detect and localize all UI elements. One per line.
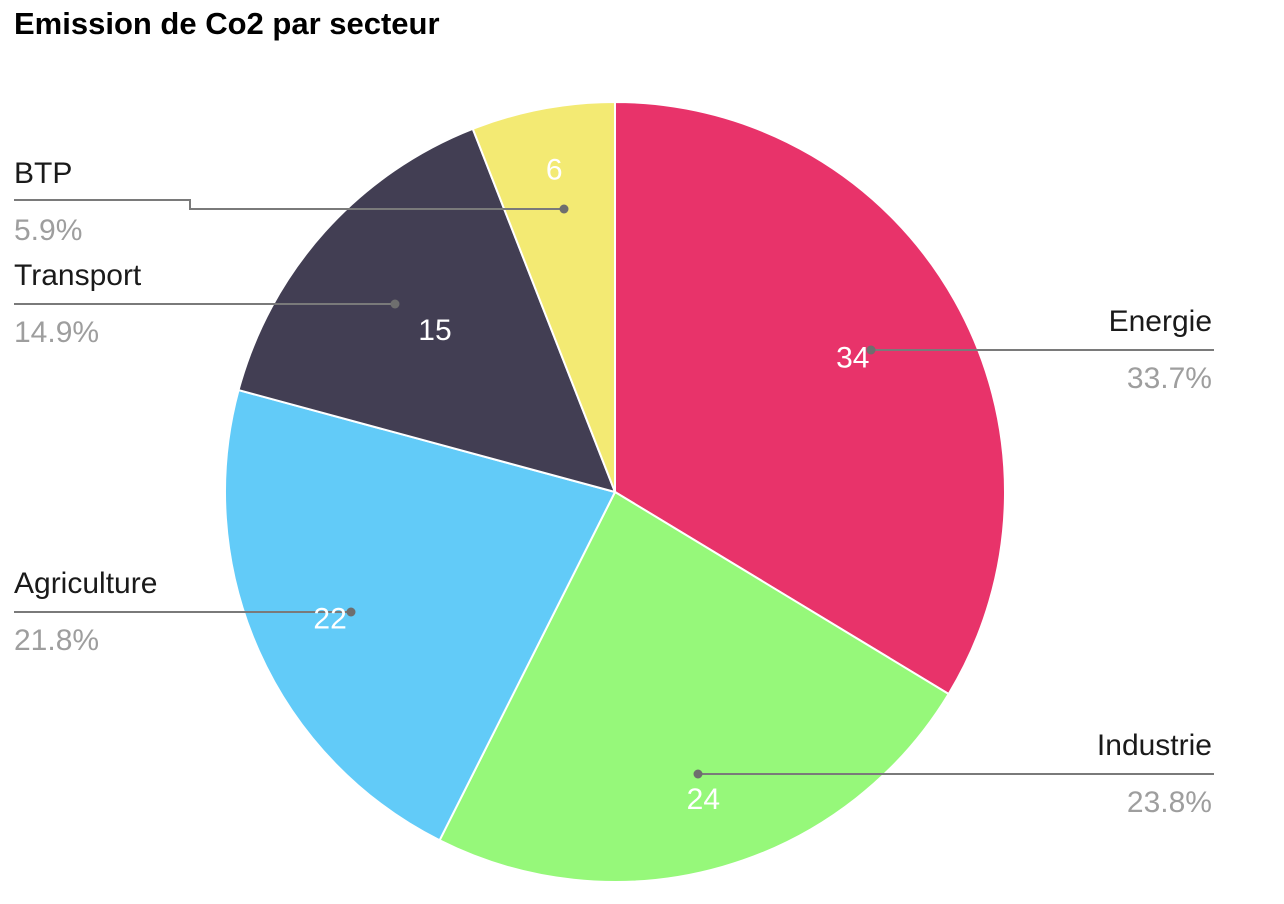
leader-lines [14,199,1214,779]
percent-label-agriculture: 21.8% [14,624,99,657]
slice-value-transport: 15 [418,314,451,347]
pie-labels: 34 Energie 33.7% 24 Industrie 23.8% 22 Agricult… [14,154,1212,819]
category-label-btp: BTP [14,157,72,190]
slice-value-btp: 6 [546,154,563,187]
slice-agriculture [224,388,617,842]
slice-energie [614,100,1006,696]
percent-label-energie: 33.7% [1127,362,1212,395]
slice-value-industrie: 24 [687,783,720,816]
slice-transport [237,127,617,494]
slice-value-energie: 34 [836,341,869,374]
leader-dot-energie [866,345,876,355]
category-label-transport: Transport [14,259,142,292]
leader-dot-industrie [693,769,703,779]
category-label-energie: Energie [1109,305,1212,338]
category-label-agriculture: Agriculture [14,567,157,600]
pie-slices [224,100,1006,883]
leader-dot-transport [390,299,400,309]
leader-dot-agriculture [346,607,356,617]
percent-label-transport: 14.9% [14,316,99,349]
percent-label-btp: 5.9% [14,214,82,247]
category-label-industrie: Industrie [1097,729,1212,762]
leader-dot-btp [559,204,569,214]
slice-value-agriculture: 22 [313,603,346,636]
slice-btp [471,100,616,493]
percent-label-industrie: 23.8% [1127,786,1212,819]
chart-title: Emission de Co2 par secteur [14,6,440,41]
leader-line-btp [14,199,564,210]
